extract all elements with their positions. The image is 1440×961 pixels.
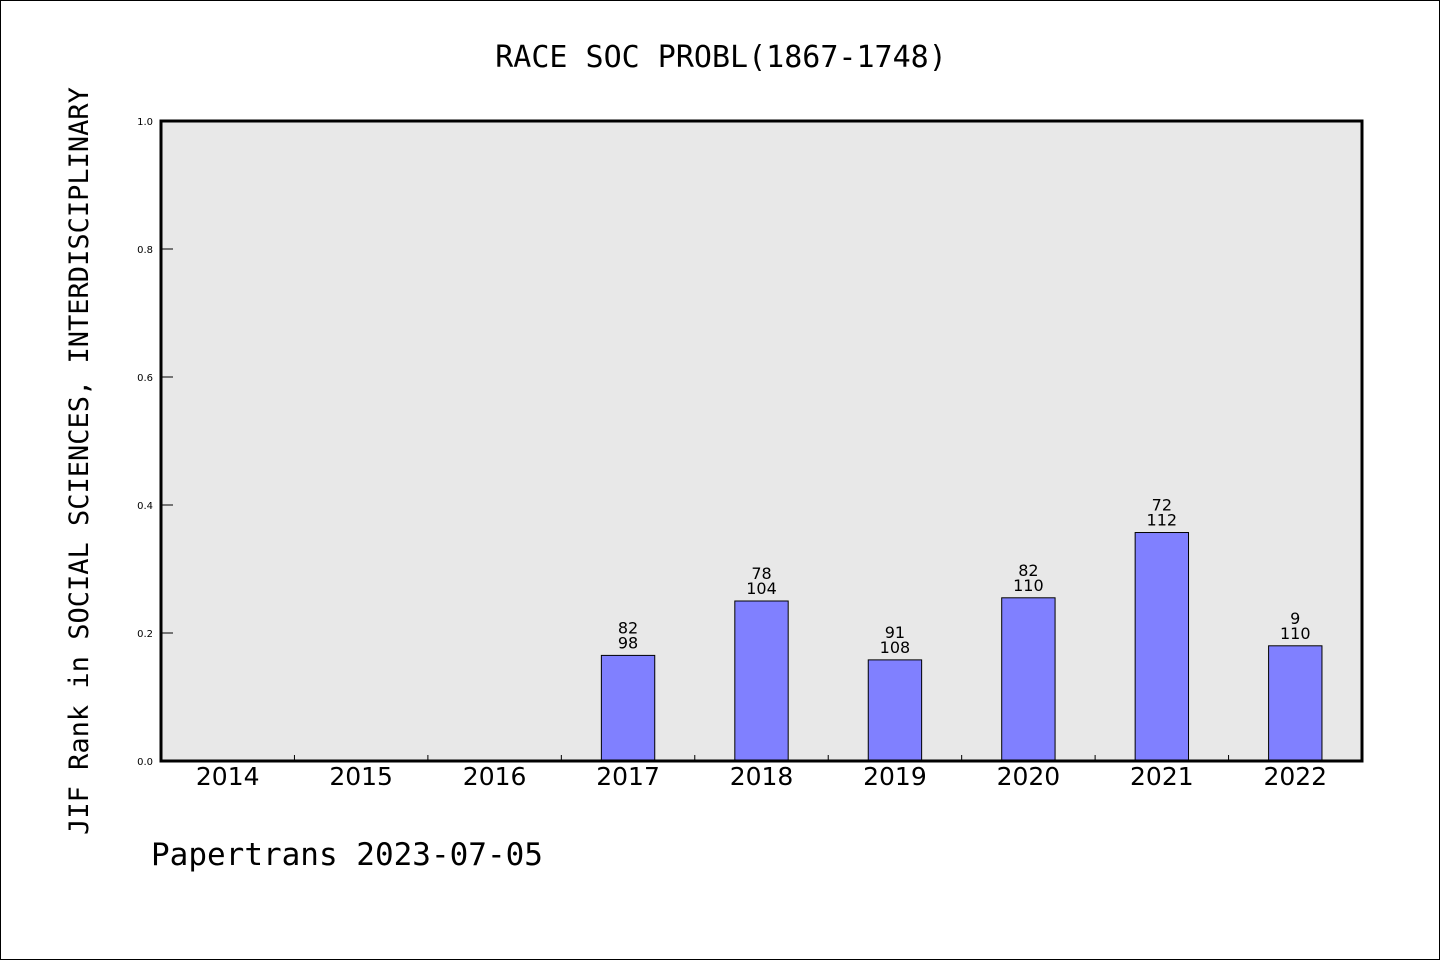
y-tick-label: 0.2: [137, 629, 153, 640]
y-tick-label: 0.0: [137, 757, 153, 768]
x-axis: 2014 2015 2016 2017 2018 2019 2020 2021 2022: [196, 755, 1327, 791]
bar-2019: [867, 659, 923, 762]
bar-rank-label: 9: [1290, 609, 1300, 628]
bar-rank-label: 91: [885, 623, 905, 642]
x-tick-label: 2014: [196, 762, 260, 791]
bar-rank-label: 82: [618, 618, 638, 637]
bar-rank-label: 82: [1018, 561, 1038, 580]
x-tick-label: 2022: [1263, 762, 1327, 791]
x-tick-label: 2018: [730, 762, 794, 791]
x-tick-label: 2015: [329, 762, 393, 791]
bar-2022: [1268, 645, 1323, 762]
bar-total-label: 110: [1280, 624, 1311, 643]
bar-total-label: 104: [746, 579, 777, 598]
y-tick-label: 0.4: [137, 501, 153, 512]
bar-total-label: 110: [1013, 576, 1044, 595]
chart-title: RACE SOC PROBL(1867-1748): [495, 40, 947, 75]
bar-2020: [1001, 597, 1056, 762]
x-tick-label: 2017: [596, 762, 660, 791]
x-tick-label: 2019: [863, 762, 927, 791]
x-tick-label: 2016: [463, 762, 527, 791]
y-tick-label: 0.8: [137, 245, 153, 256]
footer-credit: Papertrans 2023-07-05: [151, 837, 543, 873]
y-tick-label: 0.6: [137, 373, 153, 384]
bar-2017: [600, 654, 656, 762]
bar-total-label: 98: [618, 633, 638, 652]
x-tick-label: 2020: [997, 762, 1061, 791]
bar-2021: [1134, 532, 1190, 762]
bar-2018: [734, 600, 789, 762]
bars: [600, 532, 1323, 762]
x-tick-label: 2021: [1130, 762, 1194, 791]
y-axis-label: JIF Rank in SOCIAL SCIENCES, INTERDISCIP…: [64, 87, 95, 835]
plot-frame: [159, 119, 1364, 763]
y-tick-label: 1.0: [137, 117, 153, 128]
bar-rank-label: 78: [751, 564, 771, 583]
bar-total-label: 108: [880, 638, 911, 657]
bar-rank-label: 72: [1152, 496, 1172, 515]
bar-total-label: 112: [1147, 511, 1178, 530]
